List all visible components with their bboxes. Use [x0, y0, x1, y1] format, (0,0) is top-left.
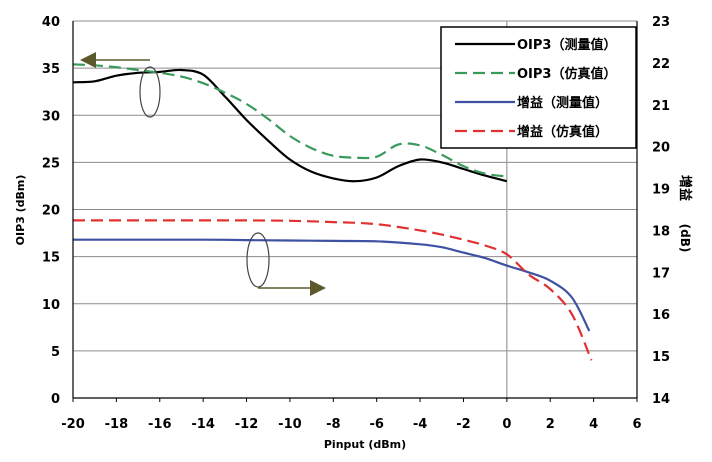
- y-right-tick-label-5: 19: [652, 183, 670, 198]
- y-right-tick-label-1: 15: [652, 350, 670, 365]
- x-tick-label-8: -4: [413, 417, 427, 432]
- legend: OIP3（测量值） OIP3（仿真值） 增益（测量值） 增益（仿真值）: [440, 26, 637, 149]
- y-left-tick-label-0: 0: [51, 392, 60, 407]
- series-line-1: [72, 63, 507, 178]
- y-left-tick-label-3: 15: [42, 251, 60, 266]
- y-left-tick-label-2: 10: [42, 298, 60, 313]
- x-tick-label-9: -2: [456, 417, 470, 432]
- oip3-axis-arrow-head: [80, 52, 96, 68]
- annotations: [80, 52, 326, 296]
- y-right-tick-label-3: 17: [652, 266, 670, 281]
- y-left-tick-label-8: 40: [42, 15, 60, 30]
- y-left-axis-title: OIP3 (dBm): [14, 175, 27, 246]
- x-tick-label-11: 2: [546, 417, 555, 432]
- x-tick-label-2: -16: [148, 417, 172, 432]
- y-right-axis-title-top: 增益: [677, 175, 693, 201]
- oip3-group-ellipse: [139, 66, 161, 118]
- series-line-2: [73, 238, 591, 332]
- legend-label-1: OIP3（仿真值）: [517, 66, 616, 82]
- y-left-tick-label-6: 30: [42, 109, 60, 124]
- x-tick-label-0: -20: [61, 417, 85, 432]
- gain-group-ellipse: [246, 232, 270, 288]
- x-axis-title: Pinput (dBm): [324, 438, 406, 451]
- y-right-axis-title-unit: (dB): [678, 224, 692, 253]
- y-right-tick-label-7: 21: [652, 99, 670, 114]
- tick-labels: -20 -18 -16 -14 -12 -10 -8 -6 -4 -2 0 2 4 60510152025…: [42, 15, 670, 432]
- y-left-tick-label-7: 35: [42, 62, 60, 77]
- y-right-tick-label-6: 20: [652, 141, 670, 156]
- legend-label-0: OIP3（测量值）: [517, 37, 616, 53]
- legend-label-3: 增益（仿真值）: [517, 124, 608, 140]
- gridlines: [73, 20, 637, 352]
- y-right-tick-label-4: 18: [652, 224, 670, 239]
- legend-label-2: 增益（测量值）: [517, 95, 608, 111]
- y-right-tick-label-9: 23: [652, 15, 670, 30]
- y-left-tick-label-1: 5: [51, 345, 60, 360]
- axes: [72, 21, 638, 402]
- y-right-tick-label-8: 22: [652, 57, 670, 72]
- y-right-tick-label-2: 16: [652, 308, 670, 323]
- series-line-3: [73, 219, 593, 361]
- x-tick-label-1: -18: [105, 417, 129, 432]
- x-tick-label-7: -6: [369, 417, 383, 432]
- x-tick-label-3: -14: [191, 417, 215, 432]
- x-tick-label-5: -10: [278, 417, 302, 432]
- x-tick-label-13: 6: [632, 417, 641, 432]
- gain-axis-arrow-head: [310, 280, 326, 296]
- y-right-tick-label-0: 14: [652, 392, 670, 407]
- x-tick-label-6: -8: [326, 417, 340, 432]
- y-left-tick-label-4: 20: [42, 204, 60, 219]
- legend-box: [440, 26, 637, 149]
- x-tick-label-4: -12: [235, 417, 259, 432]
- y-left-tick-label-5: 25: [42, 156, 60, 171]
- x-tick-label-10: 0: [502, 417, 511, 432]
- x-tick-label-12: 4: [589, 417, 598, 432]
